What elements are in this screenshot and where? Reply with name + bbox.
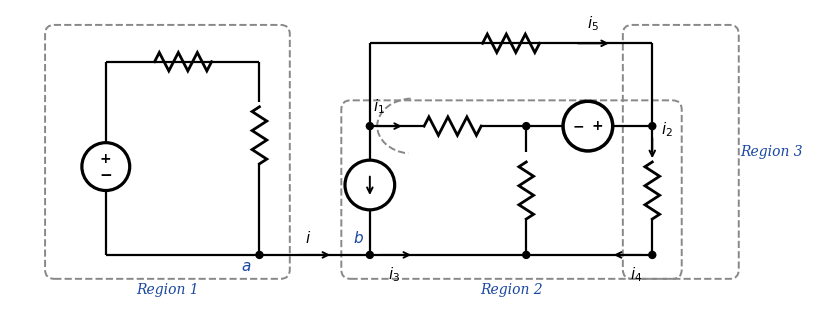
Text: $i_2$: $i_2$: [661, 121, 672, 139]
Text: $i$: $i$: [305, 230, 311, 246]
Text: $i_1$: $i_1$: [373, 97, 385, 116]
Text: $i_5$: $i_5$: [586, 15, 599, 33]
Circle shape: [648, 252, 655, 258]
Circle shape: [648, 123, 655, 129]
Circle shape: [366, 252, 373, 258]
Circle shape: [366, 123, 373, 129]
Text: Region 3: Region 3: [739, 145, 802, 159]
Text: +: +: [590, 119, 602, 133]
Circle shape: [522, 123, 529, 129]
Text: $b$: $b$: [353, 230, 364, 246]
Text: −: −: [99, 168, 112, 183]
Text: $a$: $a$: [241, 260, 251, 273]
Text: +: +: [100, 152, 112, 166]
Text: Region 1: Region 1: [136, 282, 198, 297]
Text: Region 2: Region 2: [480, 282, 543, 297]
Text: $i_3$: $i_3$: [387, 265, 399, 284]
Text: −: −: [572, 119, 584, 133]
Circle shape: [256, 252, 263, 258]
Text: $i_4$: $i_4$: [629, 265, 641, 284]
Circle shape: [522, 252, 529, 258]
